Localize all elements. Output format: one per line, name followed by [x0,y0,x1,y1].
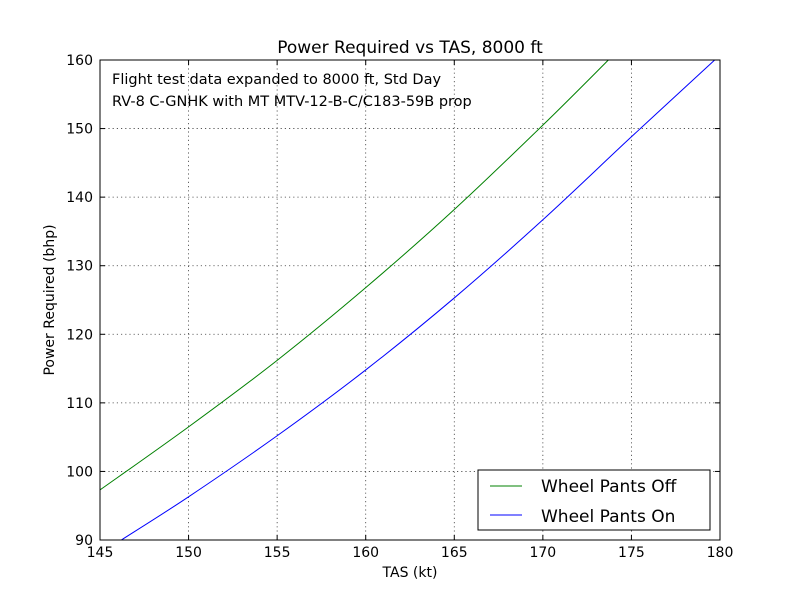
x-tick-label: 160 [352,545,379,561]
plot-background [100,60,720,540]
x-tick-label: 175 [618,545,645,561]
y-tick-label: 150 [66,122,93,138]
x-tick-label: 165 [441,545,468,561]
series-line-wheel-pants-on [120,59,716,541]
x-axis-label: TAS (kt) [382,565,438,581]
x-tick-label: 180 [707,545,734,561]
x-tick-label: 145 [87,545,114,561]
legend-label-wheel-pants-off: Wheel Pants Off [541,477,678,497]
x-tick-label: 150 [175,545,202,561]
plot-area [99,59,721,541]
y-tick-label: 100 [66,464,93,480]
plot-frame [99,59,721,541]
x-axis-tick-labels: 145 150 155 160 165 170 175 180 [87,545,734,561]
y-tick-label: 110 [66,396,93,412]
y-tick-label: 130 [66,259,93,275]
x-tick-label: 170 [529,545,556,561]
series-line-wheel-pants-off [99,59,609,491]
annotation-line-2: RV-8 C-GNHK with MT MTV-12-B-C/C183-59B … [112,94,472,110]
series-layer [99,59,716,541]
chart-title: Power Required vs TAS, 8000 ft [277,38,543,58]
legend-box [477,469,711,531]
legend: Wheel Pants Off Wheel Pants On [477,469,711,531]
y-axis-label: Power Required (bhp) [42,224,58,375]
y-tick-label: 160 [66,53,93,69]
y-tick-label: 120 [66,327,93,343]
annotation-line-1: Flight test data expanded to 8000 ft, St… [112,72,441,88]
y-tick-label: 140 [66,190,93,206]
y-axis-tick-labels: 90 100 110 120 130 140 150 160 [66,53,93,549]
ticks [99,59,721,541]
legend-label-wheel-pants-on: Wheel Pants On [541,507,675,527]
x-tick-label: 155 [264,545,291,561]
y-tick-label: 90 [75,533,93,549]
